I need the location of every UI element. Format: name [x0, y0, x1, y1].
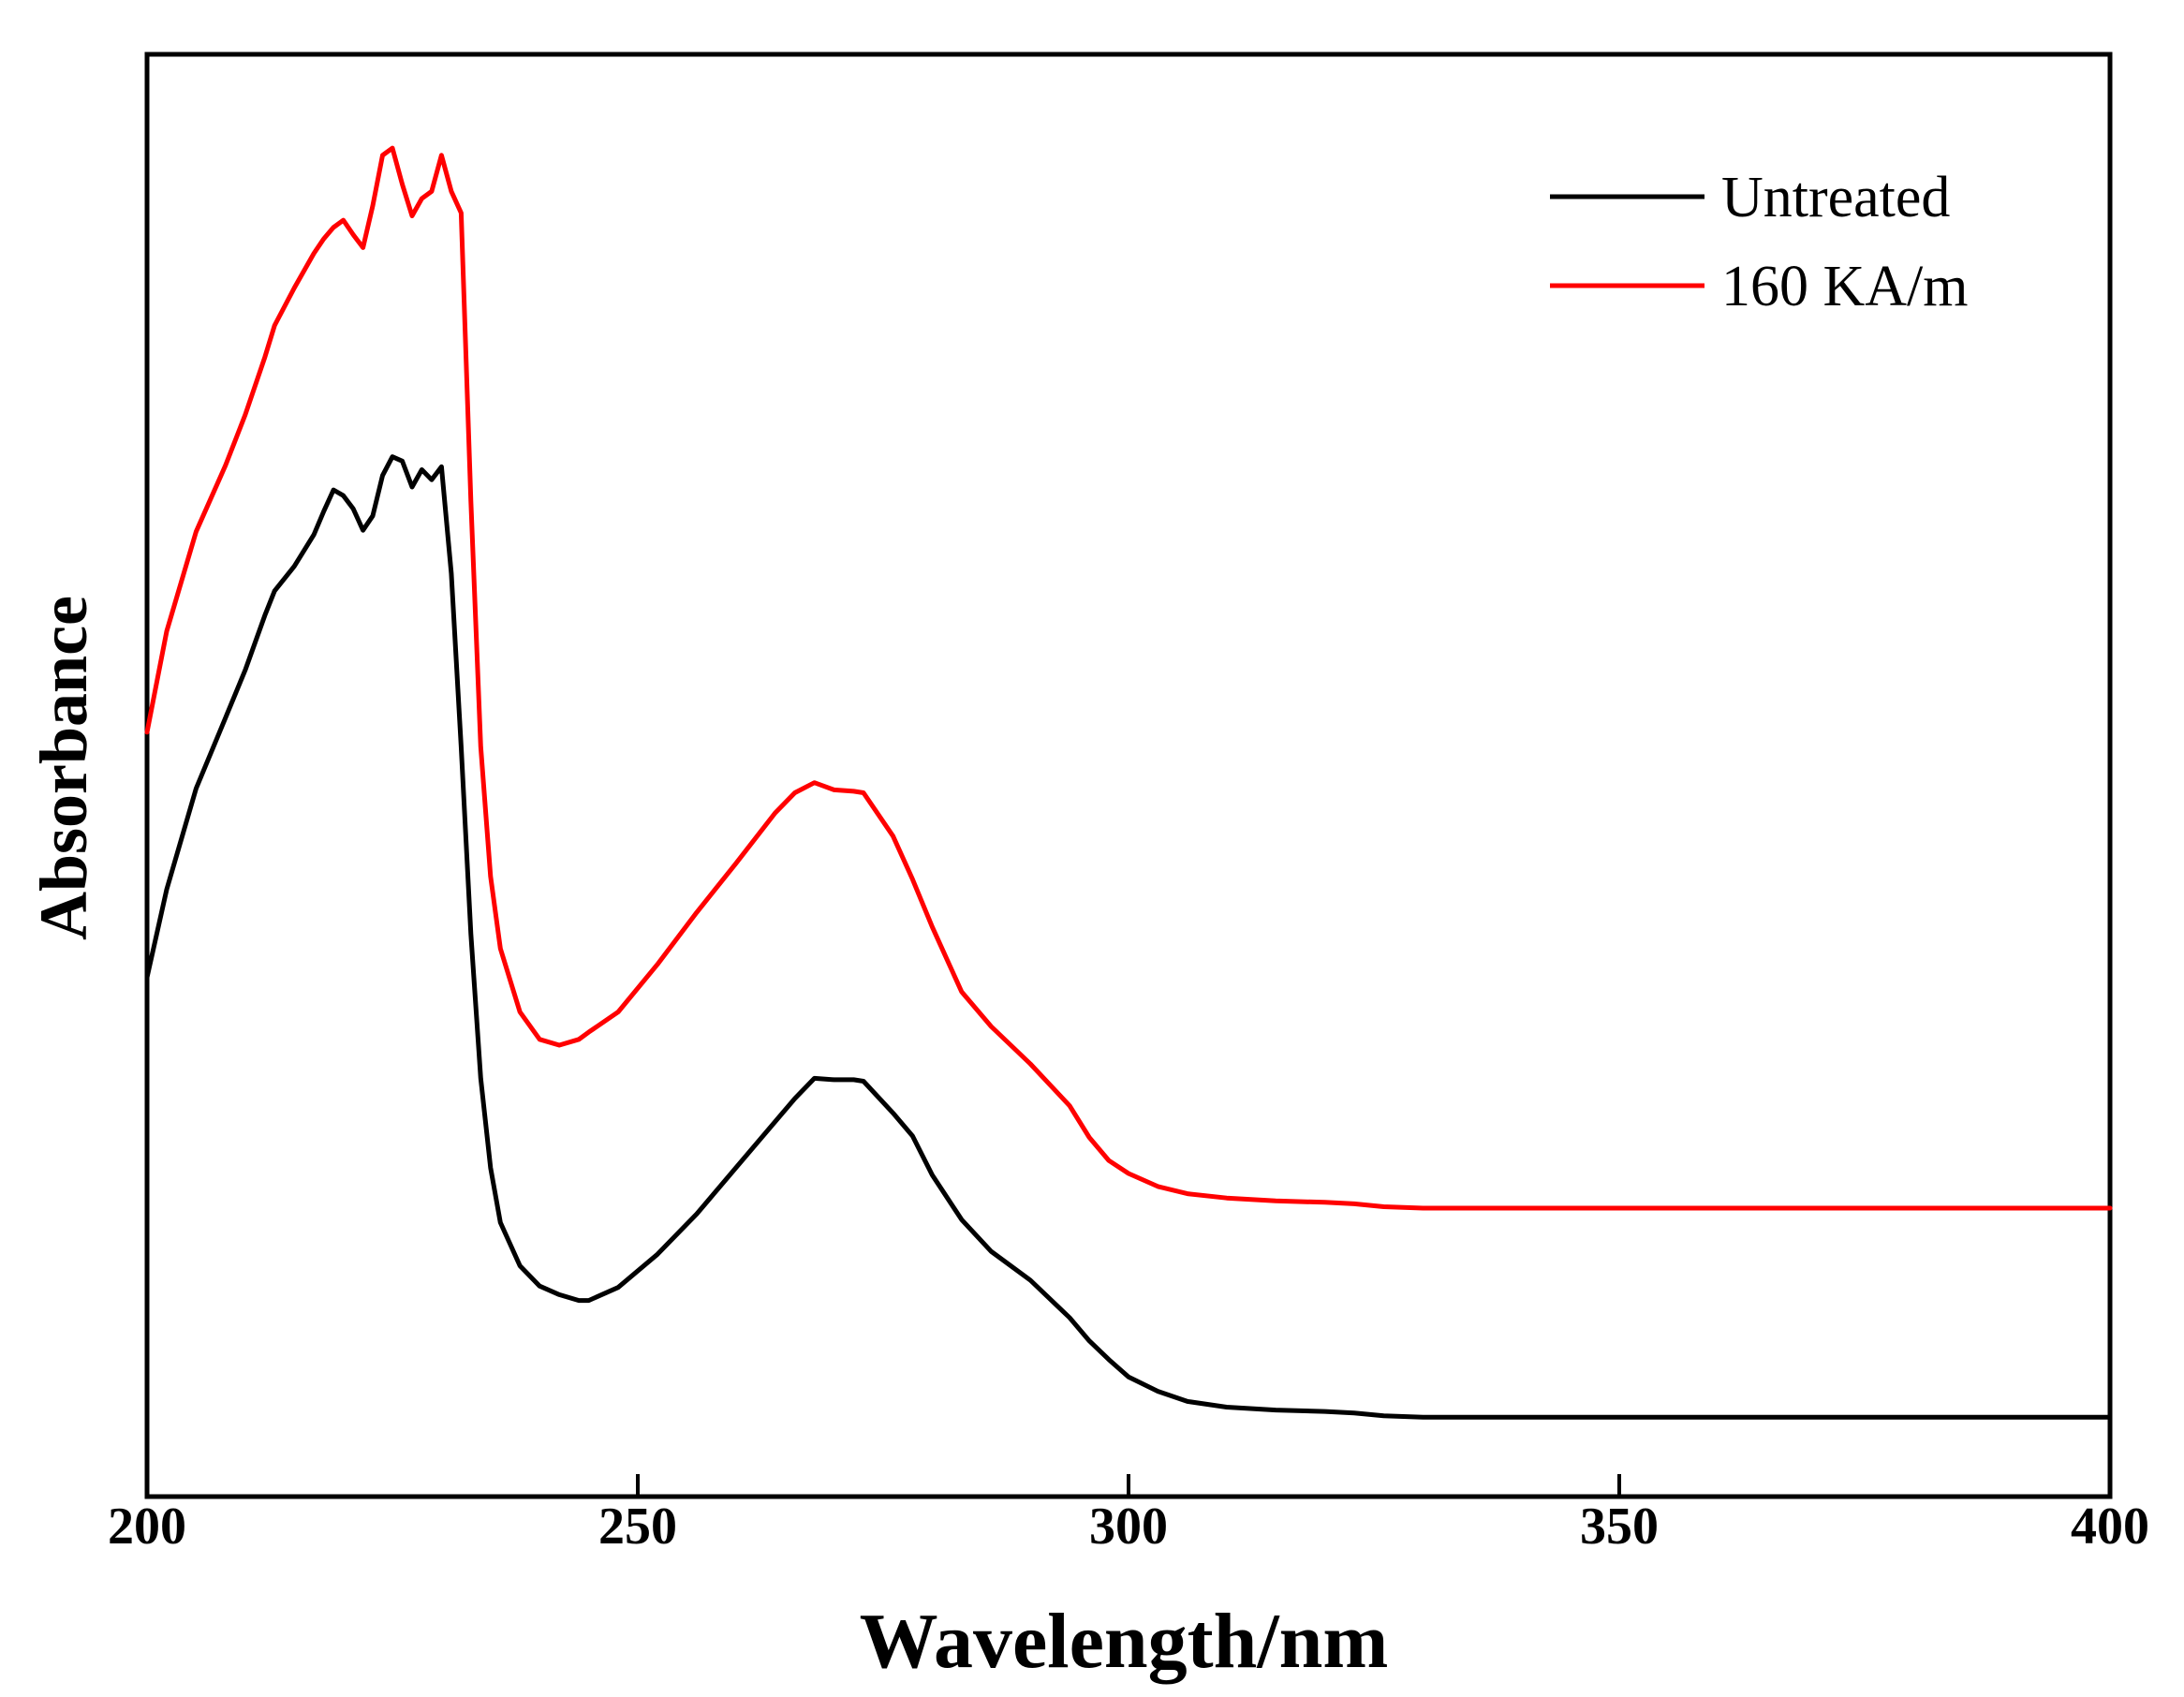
x-tick-labels: 200 250 300 350 400 — [108, 1498, 2149, 1556]
series-line-160-ka-m — [144, 145, 2113, 1211]
x-tick-label-200: 200 — [108, 1498, 186, 1556]
series-line-untreated — [144, 454, 2113, 1420]
x-ticks — [636, 1474, 1621, 1497]
x-tick-label-400: 400 — [2071, 1498, 2149, 1556]
legend-label-0: Untreated — [1721, 166, 1950, 229]
x-axis-label: Wavelength/nm — [860, 1598, 1389, 1685]
x-tick-label-250: 250 — [598, 1498, 677, 1556]
legend-label-1: 160 KA/m — [1721, 255, 1969, 318]
series-lines — [144, 145, 2113, 1420]
x-tick-label-350: 350 — [1580, 1498, 1659, 1556]
legend: Untreated 160 KA/m — [1550, 166, 1969, 318]
y-axis-label: Absorbance — [26, 596, 101, 940]
x-tick-label-300: 300 — [1089, 1498, 1168, 1556]
